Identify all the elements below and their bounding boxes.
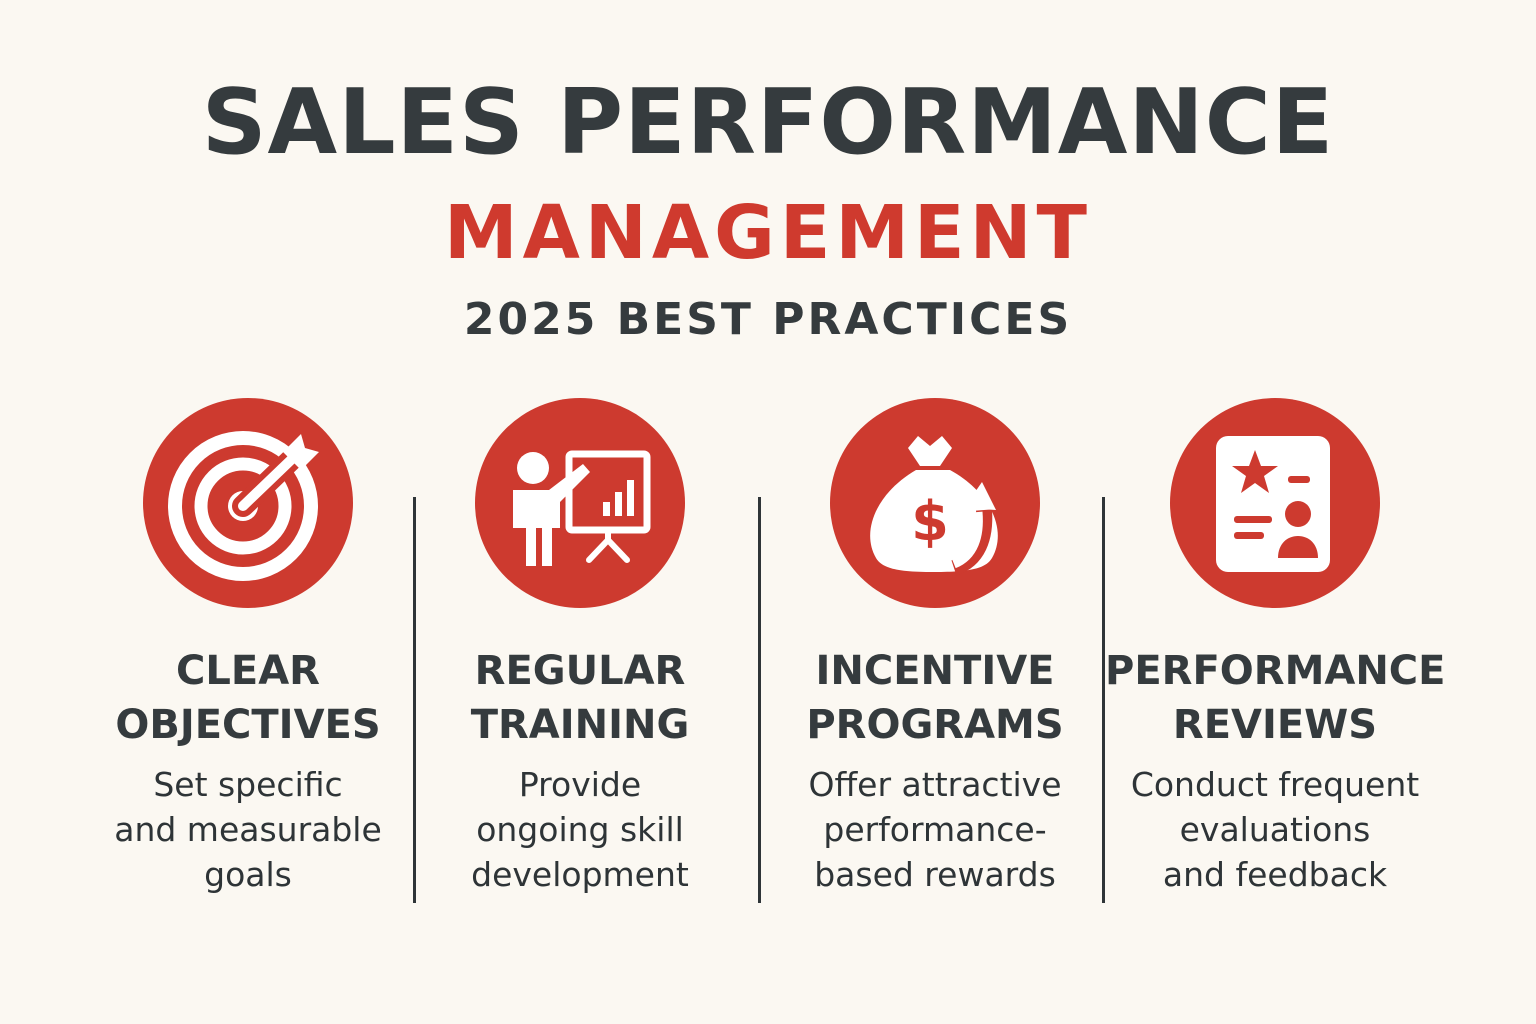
practice-title: PERFORMANCE REVIEWS: [1105, 648, 1446, 748]
target-icon: [143, 398, 353, 608]
practice-description: Set specific and measurable goals: [114, 765, 382, 894]
money-bag-icon: $: [830, 398, 1040, 608]
practice-card-clear-objectives: CLEAR OBJECTIVES Set specific and measur…: [78, 398, 418, 897]
page-subtitle: 2025 BEST PRACTICES: [463, 294, 1073, 345]
practice-card-incentive-programs: $ INCENTIVE PROGRAMS Offer attractive pe…: [765, 398, 1105, 897]
practice-title: INCENTIVE PROGRAMS: [806, 648, 1064, 748]
practice-description: Conduct frequent evaluations and feedbac…: [1130, 765, 1420, 894]
practice-card-regular-training: REGULAR TRAINING Provide ongoing skill d…: [410, 398, 750, 897]
practice-card-performance-reviews: PERFORMANCE REVIEWS Conduct frequent eva…: [1105, 398, 1446, 897]
practice-description: Offer attractive performance- based rewa…: [808, 765, 1062, 894]
presentation-icon: [475, 398, 685, 608]
column-divider: [758, 497, 761, 903]
practice-description: Provide ongoing skill development: [471, 765, 689, 894]
review-document-icon: [1170, 398, 1380, 608]
page-title-accent: MANAGEMENT: [444, 190, 1092, 276]
practice-title: CLEAR OBJECTIVES: [115, 648, 381, 748]
svg-text:$: $: [911, 490, 949, 553]
column-divider: [1102, 497, 1105, 903]
page-title: SALES PERFORMANCE: [201, 70, 1335, 175]
column-divider: [413, 497, 416, 903]
practice-title: REGULAR TRAINING: [470, 648, 690, 748]
